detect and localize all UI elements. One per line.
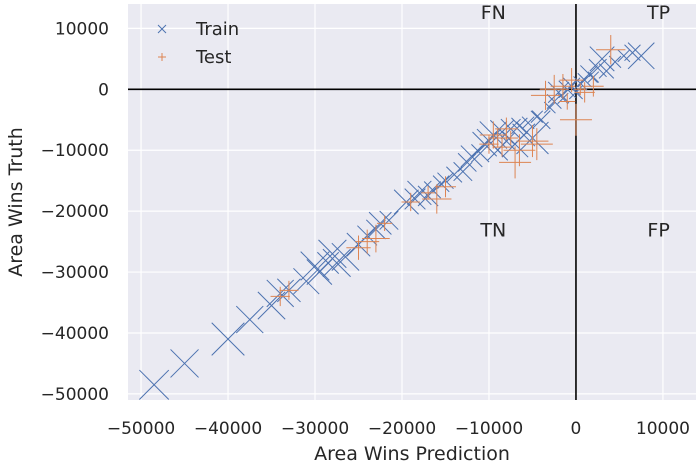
train-point: [211, 322, 245, 356]
train-point: [170, 349, 199, 378]
quadrant-label-tn: TN: [479, 220, 506, 242]
x-tick-label: −20000: [368, 419, 436, 439]
train-point: [404, 188, 426, 210]
y-tick-label: −30000: [41, 263, 109, 283]
test-point: [279, 280, 299, 300]
test-point: [520, 128, 553, 161]
legend-train-marker: [157, 24, 167, 34]
test-point: [559, 103, 592, 136]
test-point: [499, 146, 532, 179]
test-point: [516, 125, 549, 158]
train-point: [317, 251, 340, 274]
test-point: [596, 35, 626, 65]
train-point: [547, 81, 570, 104]
quadrant-label-fp: FP: [647, 220, 669, 242]
x-tick-label: −30000: [281, 419, 349, 439]
legend-test-plus-icon: [158, 53, 166, 61]
x-tick-label: −40000: [194, 419, 262, 439]
train-point: [489, 119, 515, 144]
train-point: [512, 123, 536, 147]
train-point: [235, 305, 264, 334]
train-point: [379, 210, 399, 230]
train-point: [432, 175, 450, 193]
x-axis-label: Area Wins Prediction: [314, 443, 510, 465]
legend-train-x-icon: [157, 24, 167, 34]
train-point: [460, 145, 483, 168]
train-point: [322, 248, 351, 278]
test-point: [503, 130, 518, 146]
test-point: [421, 186, 435, 200]
y-axis-label: Area Wins Truth: [5, 127, 27, 277]
test-point: [539, 74, 569, 104]
train-point: [497, 132, 515, 150]
train-point: [453, 161, 473, 182]
y-tick-label: 0: [98, 80, 109, 100]
train-point: [318, 239, 347, 269]
test-point: [503, 134, 536, 167]
test-point: [362, 224, 390, 253]
train-point: [423, 181, 442, 199]
legend-train-label: Train: [195, 19, 239, 40]
legend: Train Test: [157, 19, 239, 68]
test-point: [434, 176, 456, 198]
test-point: [401, 192, 420, 212]
legend-test-marker: [158, 53, 166, 61]
test-point: [550, 73, 576, 99]
train-point: [471, 144, 490, 163]
y-tick-label: 10000: [55, 19, 109, 39]
quadrant-label-tp: TP: [646, 2, 670, 24]
y-tick-label: −50000: [41, 385, 109, 405]
train-point: [139, 369, 170, 400]
x-tick-label: 0: [571, 419, 582, 439]
test-point: [583, 75, 604, 97]
data-points: [139, 35, 655, 400]
test-point: [559, 93, 576, 110]
train-point: [457, 152, 477, 172]
quadrant-label-fn: FN: [481, 2, 506, 24]
train-point: [531, 110, 551, 130]
test-point: [492, 137, 512, 157]
test-point: [346, 235, 371, 260]
train-point: [624, 44, 641, 62]
train-point: [627, 42, 655, 70]
test-point: [355, 229, 380, 254]
legend-test-label: Test: [195, 47, 231, 68]
test-point: [495, 117, 518, 141]
tick-labels: −50000 −40000 −30000 −20000 −10000 0 10000 1000…: [41, 19, 690, 439]
x-tick-label: −10000: [455, 419, 523, 439]
y-tick-label: −10000: [41, 141, 109, 161]
train-point: [446, 166, 463, 183]
zero-axes: [128, 4, 696, 400]
x-tick-label: −50000: [107, 419, 175, 439]
test-point: [530, 80, 561, 110]
train-point: [543, 101, 556, 114]
test-point: [559, 68, 584, 93]
test-point: [422, 184, 452, 214]
quadrant-labels: FN TP TN FP: [479, 2, 670, 241]
y-tick-label: −40000: [41, 324, 109, 344]
y-tick-label: −20000: [41, 202, 109, 222]
train-point: [293, 267, 320, 295]
test-point: [479, 121, 507, 149]
test-point: [574, 82, 595, 103]
train-point: [617, 49, 631, 63]
x-tick-label: 10000: [636, 419, 690, 439]
test-point: [376, 215, 393, 231]
train-point: [511, 117, 528, 135]
